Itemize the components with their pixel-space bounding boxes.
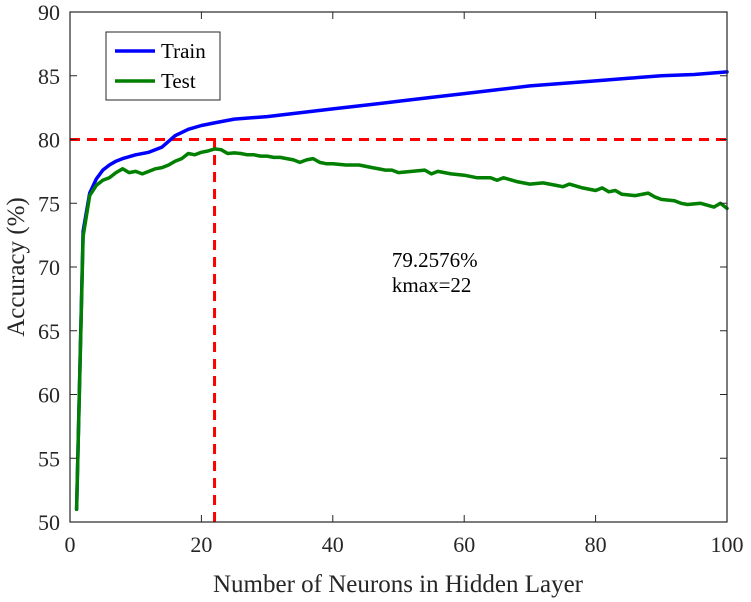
x-tick-label: 60 — [453, 532, 475, 557]
legend-box — [105, 31, 221, 101]
y-tick-label: 75 — [38, 191, 60, 216]
series-lines — [74, 70, 729, 512]
y-tick-label: 80 — [38, 128, 60, 153]
y-tick-label: 85 — [38, 64, 60, 89]
x-tick-label: 20 — [190, 532, 212, 557]
annotation-max-accuracy: 79.2576% — [392, 248, 478, 272]
x-tick-label: 100 — [711, 532, 744, 557]
x-axis-title: Number of Neurons in Hidden Layer — [213, 571, 584, 598]
legend: Train Test — [105, 31, 221, 101]
x-axis: 0 20 40 60 80 100 — [65, 12, 744, 557]
y-tick-label: 90 — [38, 0, 60, 25]
x-tick-label: 80 — [585, 532, 607, 557]
legend-label-train: Train — [161, 39, 206, 63]
series-line-train — [74, 70, 729, 512]
x-tick-label: 40 — [322, 532, 344, 557]
series-line-test — [74, 147, 729, 512]
y-axis: 50 55 60 65 70 75 80 85 90 — [38, 0, 727, 535]
legend-label-test: Test — [161, 69, 196, 93]
x-tick-label: 0 — [65, 532, 76, 557]
y-tick-label: 50 — [38, 510, 60, 535]
y-axis-title: Accuracy (%) — [3, 197, 30, 337]
reference-lines — [70, 138, 727, 522]
y-tick-label: 55 — [38, 446, 60, 471]
annotation-kmax: kmax=22 — [392, 273, 472, 297]
y-tick-label: 70 — [38, 255, 60, 280]
y-tick-label: 60 — [38, 383, 60, 408]
y-tick-label: 65 — [38, 319, 60, 344]
